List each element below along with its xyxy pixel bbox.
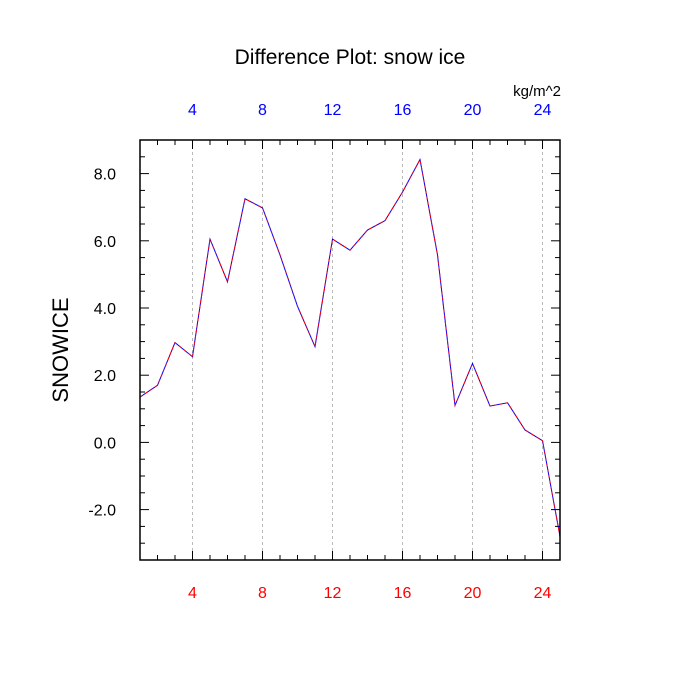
x-tick-label-top-24: 24: [534, 102, 552, 119]
tick-labels: 4 4 8 8 12 12 16 16 20 20 24 24 -2.0 0.0 2.0 4.0 6.0 8.0: [88, 102, 551, 602]
x-tick-label-bottom-12: 12: [324, 585, 342, 602]
series-line-red: [139, 157, 561, 537]
x-tick-label-bottom-16: 16: [394, 585, 412, 602]
plot-frame: [139, 139, 561, 561]
x-tick-label-top-12: 12: [324, 102, 342, 119]
x-tick-label-bottom-24: 24: [534, 585, 552, 602]
units-label: kg/m^2: [513, 83, 561, 100]
y-axis-label: SNOWICE: [48, 297, 73, 402]
x-tick-label-bottom-8: 8: [258, 585, 267, 602]
y-tick-label-2.0: 2.0: [94, 368, 116, 385]
x-tick-label-top-16: 16: [394, 102, 412, 119]
grid-lines: [192, 140, 543, 560]
x-tick-label-bottom-4: 4: [188, 585, 197, 602]
x-tick-label-top-20: 20: [464, 102, 482, 119]
y-tick-label-8.0: 8.0: [94, 167, 116, 184]
x-tick-label-top-4: 4: [188, 102, 197, 119]
y-tick-label-6.0: 6.0: [94, 234, 116, 251]
x-tick-label-bottom-20: 20: [464, 585, 482, 602]
series-line-blue: [139, 157, 561, 537]
axis-ticks: [140, 140, 560, 560]
x-tick-label-top-8: 8: [258, 102, 267, 119]
y-tick-label-4.0: 4.0: [94, 301, 116, 318]
y-tick-label--2.0: -2.0: [88, 503, 116, 520]
y-tick-label-0.0: 0.0: [94, 435, 116, 452]
series-lines: [139, 157, 561, 537]
chart-title: Difference Plot: snow ice: [235, 46, 466, 69]
